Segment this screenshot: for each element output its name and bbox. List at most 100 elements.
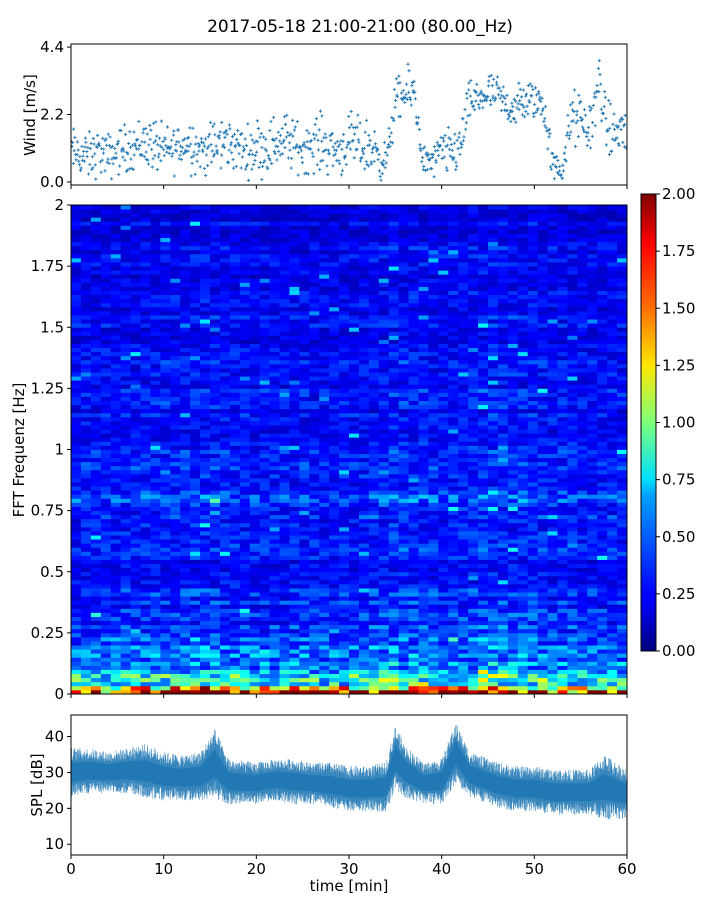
spectrogram-cell: [378, 673, 390, 679]
spectrogram-cell: [517, 404, 529, 410]
spectrogram-cell: [547, 620, 558, 626]
spectrogram-cell: [200, 506, 211, 512]
spectrogram-cell: [319, 649, 330, 654]
spectrogram-cell: [160, 563, 171, 569]
spectrogram-cell: [289, 412, 300, 418]
spectrogram-cell: [448, 624, 459, 630]
spectrogram-cell: [418, 502, 429, 507]
wind-point: [582, 130, 586, 134]
spectrogram-cell: [150, 669, 161, 675]
spectrogram-cell: [319, 673, 330, 679]
spectrogram-cell: [497, 404, 509, 410]
spectrogram-cell: [507, 592, 519, 597]
wind-point: [174, 143, 178, 147]
wind-point: [426, 167, 430, 172]
spectrogram-cell: [170, 396, 181, 401]
spectrogram-cell: [587, 636, 598, 642]
spectrogram-cell: [170, 457, 181, 463]
spectrogram-cell: [388, 616, 400, 622]
spectrogram-cell: [577, 673, 588, 679]
wind-point: [280, 152, 285, 156]
wind-point: [511, 105, 515, 109]
spectrogram-cell: [388, 510, 400, 516]
spectrogram-cell: [180, 408, 191, 414]
wind-point: [510, 101, 514, 105]
spectrogram-cell: [210, 526, 221, 532]
spectrogram-cell: [458, 425, 469, 430]
spectrogram-cell: [597, 608, 608, 613]
spectrogram-cell: [71, 649, 82, 654]
spectrogram-cell: [438, 657, 449, 662]
spectrogram-cell: [418, 661, 429, 666]
wind-point: [226, 160, 231, 165]
spectrogram-cell: [329, 563, 340, 569]
spectrogram-cell: [210, 404, 221, 410]
spectrogram-cell: [557, 620, 568, 626]
spectrogram-cell: [488, 559, 499, 564]
spectrogram-cell: [418, 583, 429, 589]
wind-point: [129, 157, 133, 161]
spectrogram-cell: [418, 498, 429, 503]
spectrogram-cell: [567, 441, 578, 446]
spectrogram-cell: [219, 453, 231, 459]
wind-point: [512, 117, 517, 121]
spectrogram-cell: [200, 412, 211, 418]
spectrogram-cell: [90, 673, 102, 679]
spectrogram-cell: [219, 449, 231, 454]
spectrogram-cell: [120, 583, 131, 589]
spectrogram-cell: [180, 400, 191, 406]
spectrogram-cell: [587, 685, 598, 691]
spectrogram-cell: [80, 506, 92, 512]
wind-point: [330, 131, 334, 135]
spectrogram-cell: [408, 498, 419, 503]
spectrogram-cell: [210, 498, 221, 503]
spectrogram-cell: [527, 412, 539, 418]
spectrogram-cell: [478, 583, 489, 589]
spectrogram-cell: [428, 661, 439, 666]
spectrogram-cell: [557, 681, 568, 687]
spectrogram-cell: [468, 653, 479, 658]
wind-point: [539, 99, 543, 103]
spectrogram-cell: [299, 473, 310, 479]
spectrogram-cell: [497, 433, 509, 438]
spectrogram-cell: [279, 575, 290, 581]
spectrogram-cell: [180, 453, 191, 459]
spectrogram-cell: [458, 559, 469, 564]
spectrogram-cell: [190, 547, 201, 552]
spectrogram-cell: [458, 681, 469, 687]
spectrogram-cell: [180, 543, 191, 548]
spectrogram-cell: [71, 632, 82, 638]
spectrogram-cell: [100, 490, 112, 495]
wind-point: [123, 158, 127, 162]
spectrogram-cell: [557, 445, 568, 450]
spectrogram-cell: [577, 526, 588, 532]
spectrogram-cell: [478, 518, 489, 524]
spectrogram-cell: [309, 583, 320, 589]
spectrogram-cell: [130, 429, 141, 434]
spectrogram-cell: [160, 665, 171, 670]
spectrogram-cell: [577, 531, 588, 536]
wind-y-tick-label: 4.4: [40, 38, 64, 56]
spectrogram-cell: [358, 604, 370, 609]
spectrogram-cell: [80, 461, 92, 467]
spectrogram-cell: [617, 506, 628, 512]
spectrogram-cell: [418, 473, 429, 479]
spectrogram-cell: [90, 486, 102, 491]
spectrogram-cell: [577, 571, 588, 577]
spectrogram-cell: [577, 669, 588, 675]
spectrogram-cell: [190, 486, 201, 491]
spectrogram-cell: [358, 600, 370, 605]
spectrogram-cell: [269, 396, 280, 401]
spectrogram-cell: [339, 543, 350, 548]
spectrogram-cell: [398, 539, 409, 544]
spectrogram-cell: [517, 689, 529, 695]
spectrogram-cell: [517, 457, 529, 463]
spectrogram-cell: [219, 665, 231, 670]
spectrogram-cell: [349, 641, 360, 646]
spectrogram-cell: [239, 437, 251, 442]
spectrogram-cell: [458, 653, 469, 658]
spectrogram-cell: [468, 543, 479, 548]
spectrogram-cell: [120, 689, 131, 695]
spectrogram-cell: [458, 632, 469, 638]
spectrogram-cell: [249, 624, 261, 630]
